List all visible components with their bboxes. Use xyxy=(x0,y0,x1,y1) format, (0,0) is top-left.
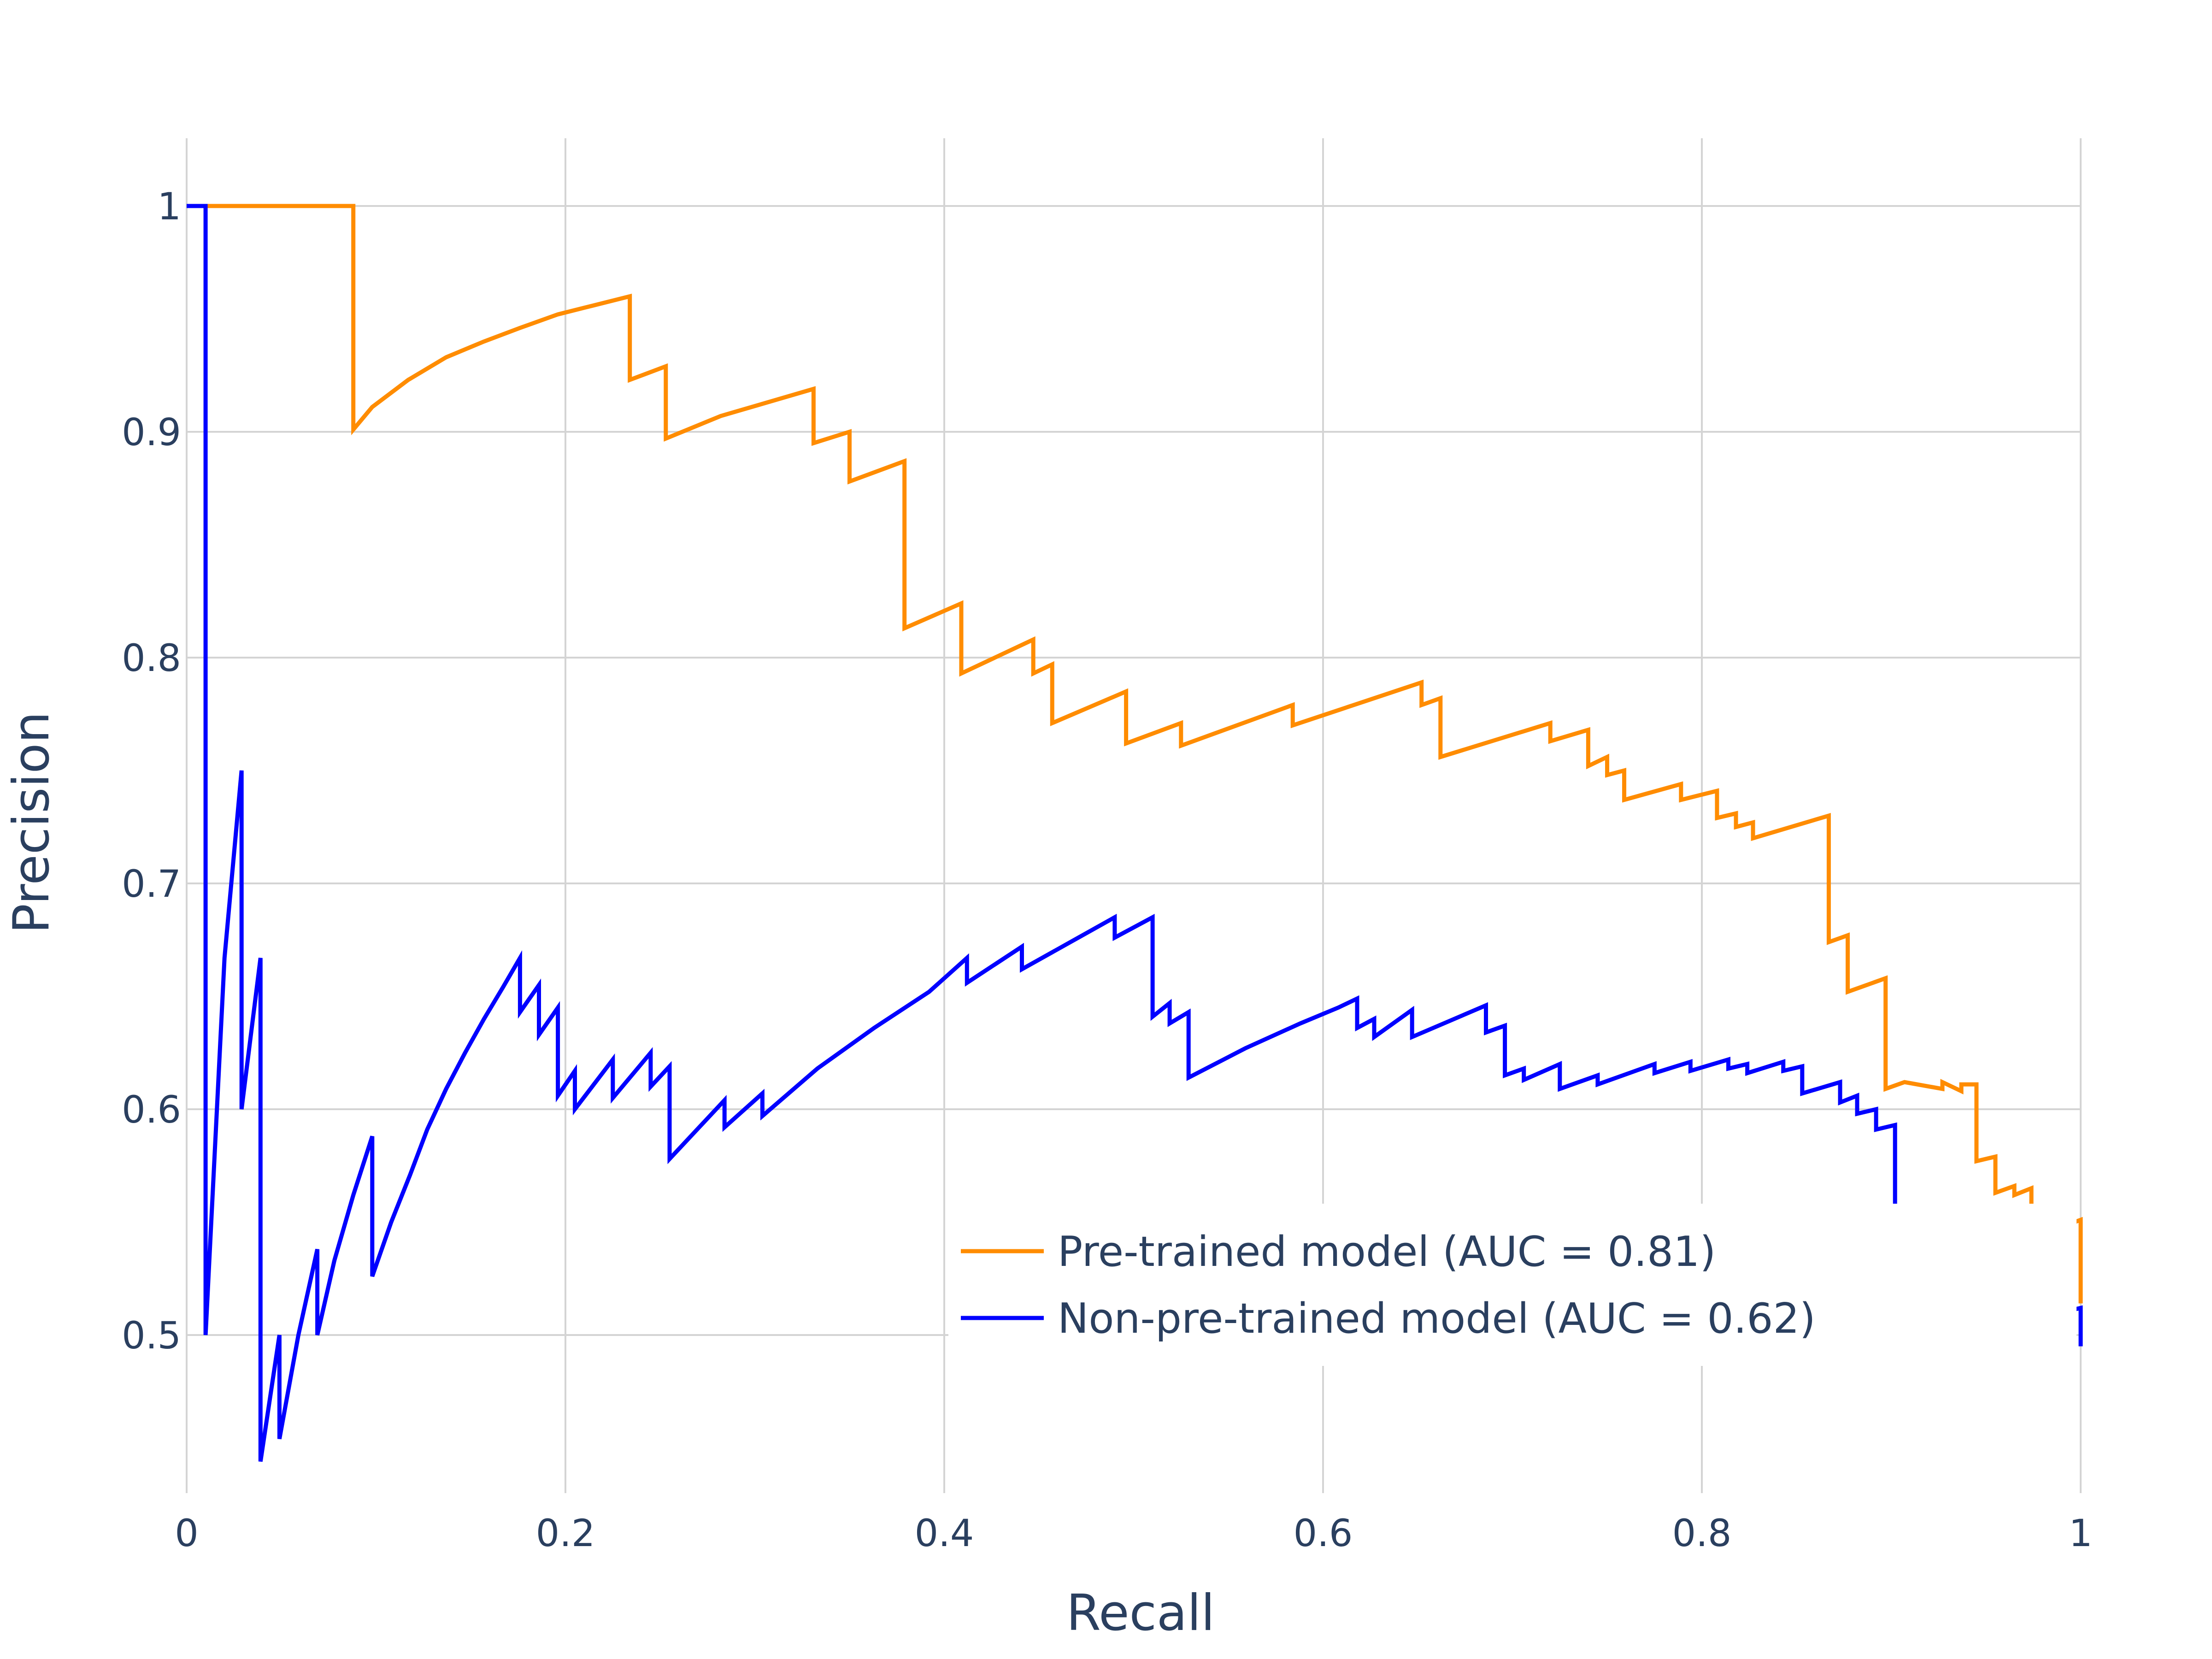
y-tick-label: 0.7 xyxy=(122,863,181,906)
x-tick-label: 0.2 xyxy=(536,1512,595,1555)
x-tick-label: 1 xyxy=(2069,1512,2093,1555)
y-tick-label: 1 xyxy=(157,185,181,229)
x-tick-label: 0.8 xyxy=(1672,1512,1732,1555)
series-line-nonpretrained xyxy=(187,204,2083,1462)
y-tick-label: 0.6 xyxy=(122,1088,181,1132)
grid-lines xyxy=(186,138,2082,1493)
legend-box xyxy=(948,1204,2077,1366)
y-tick-label: 0.5 xyxy=(122,1314,181,1358)
legend-label-nonpretrained: Non-pre-trained model (AUC = 0.62) xyxy=(1058,1294,1816,1343)
x-axis-title: Recall xyxy=(1066,1584,1215,1642)
series-line-pretrained xyxy=(187,204,2083,1304)
x-tick-label: 0.6 xyxy=(1294,1512,1353,1555)
y-tick-label: 0.9 xyxy=(122,411,181,454)
x-tick-label: 0 xyxy=(175,1512,199,1555)
x-tick-label: 0.4 xyxy=(915,1512,974,1555)
y-tick-label: 0.8 xyxy=(122,637,181,680)
y-axis-title: Precision xyxy=(3,712,60,934)
series-lines xyxy=(187,204,2083,1462)
tick-labels: 0 0.2 0.4 0.6 0.8 1 0.5 0.6 0.7 0.8 0.9 1 xyxy=(122,185,2093,1555)
legend: Pre-trained model (AUC = 0.81) Non-pre-t… xyxy=(948,1204,2077,1366)
legend-label-pretrained: Pre-trained model (AUC = 0.81) xyxy=(1058,1228,1716,1276)
